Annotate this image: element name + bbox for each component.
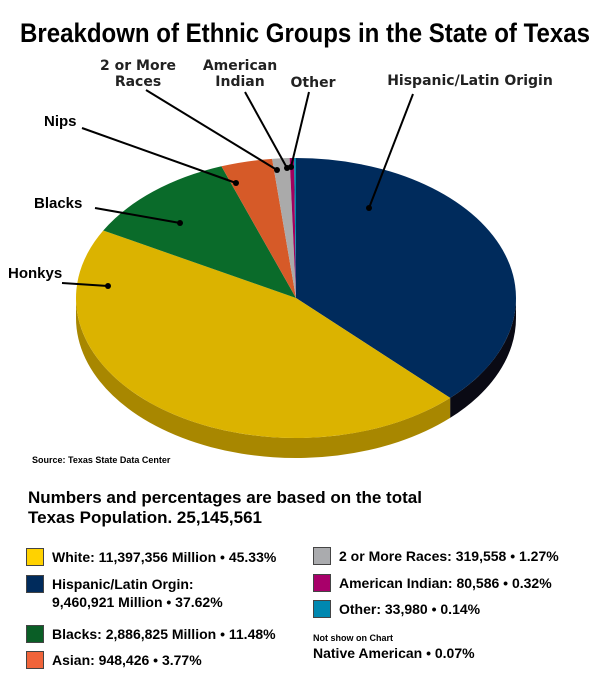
leader-dot-black [177,220,183,226]
pie-slice-asian [221,158,296,298]
legend-text-2: 9,460,921 Million • 37.62% [52,594,223,610]
leader-line-other [290,91,310,168]
leader-line-hispanic [368,93,414,209]
pie-slice-hispanic [296,158,516,398]
pie-slice-amind [289,158,296,298]
legend-text: American Indian: 80,586 • 0.32% [339,575,552,591]
pie-slice-white [76,230,451,438]
legend-item-hispanic: Hispanic/Latin Orgin: 9,460,921 Million •… [26,575,223,611]
leader-line-white [61,282,109,287]
not-shown-item: Native American • 0.07% [313,645,475,661]
legend-text: 2 or More Races: 319,558 • 1.27% [339,548,559,564]
legend-text: Blacks: 2,886,825 Million • 11.48% [52,626,276,642]
legend-swatch [313,547,331,565]
legend-text: Hispanic/Latin Orgin: 9,460,921 Million •… [52,575,223,611]
heading-line-1: Numbers and percentages are based on the… [28,488,422,507]
chart-title: Breakdown of Ethnic Groups in the State … [20,18,590,48]
label-black: Blacks [34,195,82,212]
leader-line-asian [81,127,237,184]
legend-heading: Numbers and percentages are based on the… [28,488,422,528]
leader-dot-white [105,283,111,289]
legend-text: Other: 33,980 • 0.14% [339,601,481,617]
not-shown-note: Not show on Chart [313,633,393,643]
legend-item-asian: Asian: 948,426 • 3.77% [26,651,202,669]
legend-text: White: 11,397,356 Million • 45.33% [52,549,277,565]
legend-swatch [313,574,331,592]
legend-item-multi: 2 or More Races: 319,558 • 1.27% [313,547,559,565]
legend-swatch [26,625,44,643]
legend-item-other: Other: 33,980 • 0.14% [313,600,480,618]
pie-side-white [76,298,451,458]
leader-dot-amind [284,165,290,171]
leader-dot-hispanic [366,205,372,211]
label-hispanic: Hispanic/Latin Origin [387,73,553,89]
label-other: Other [291,75,336,91]
pie-slice-other [294,158,296,298]
label-multi-2: Races [115,74,161,90]
label-asian: Nips [44,113,77,130]
leader-line-multi [145,89,278,171]
legend-text-1: Hispanic/Latin Orgin: [52,576,194,592]
pie-slice-multi [272,158,296,298]
leader-line-black [94,207,181,224]
leader-dot-multi [274,167,280,173]
legend-text: Asian: 948,426 • 3.77% [52,652,202,668]
legend-item-black: Blacks: 2,886,825 Million • 11.48% [26,625,276,643]
leader-line-amind [244,91,288,169]
pie-side-hispanic [450,298,516,418]
legend-swatch [26,575,44,593]
legend-item-amind: American Indian: 80,586 • 0.32% [313,574,552,592]
legend-swatch [313,600,331,618]
legend-item-white: White: 11,397,356 Million • 45.33% [26,548,276,566]
legend-swatch [26,651,44,669]
source-note: Source: Texas State Data Center [32,455,171,465]
pie-slice-black [103,166,296,298]
label-amind-2: Indian [215,74,264,90]
legend-swatch [26,548,44,566]
label-multi-1: 2 or More [100,58,176,74]
leader-dot-asian [233,180,239,186]
label-white: Honkys [8,265,62,282]
heading-line-2: Texas Population. 25,145,561 [28,508,263,527]
label-amind-1: American [203,58,277,74]
